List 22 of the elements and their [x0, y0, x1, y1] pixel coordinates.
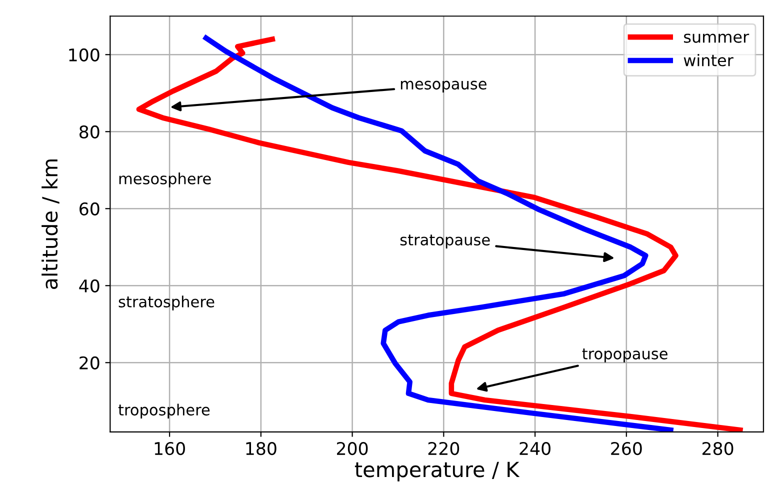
- annotation: stratopause: [400, 234, 490, 248]
- y-tick-label: 60: [80, 202, 100, 216]
- annotation: troposphere: [118, 404, 210, 419]
- legend-label: winter: [684, 54, 734, 66]
- annotation: tropopause: [582, 348, 668, 362]
- x-tick-label: 220: [428, 442, 460, 456]
- y-tick-label: 40: [79, 279, 100, 292]
- y-tick-label: 100: [69, 48, 100, 62]
- x-tick-label: 180: [246, 442, 276, 456]
- x-tick-label: 240: [520, 442, 550, 456]
- legend-label: summer: [684, 34, 750, 43]
- x-tick-label: 200: [337, 442, 368, 456]
- y-tick-label: 20: [80, 356, 100, 370]
- x-tick-label: 260: [611, 442, 642, 456]
- x-tick-label: 280: [702, 442, 734, 456]
- annotation: mesopause: [400, 80, 486, 93]
- annotation: mesosphere: [119, 172, 211, 188]
- y-tick-label: 80: [80, 125, 100, 138]
- x-tick-label: 160: [154, 442, 185, 456]
- x-axis-title: temperature / K: [354, 462, 520, 482]
- annotation: stratosphere: [118, 296, 214, 310]
- y-axis-title: altitude / km: [42, 160, 60, 290]
